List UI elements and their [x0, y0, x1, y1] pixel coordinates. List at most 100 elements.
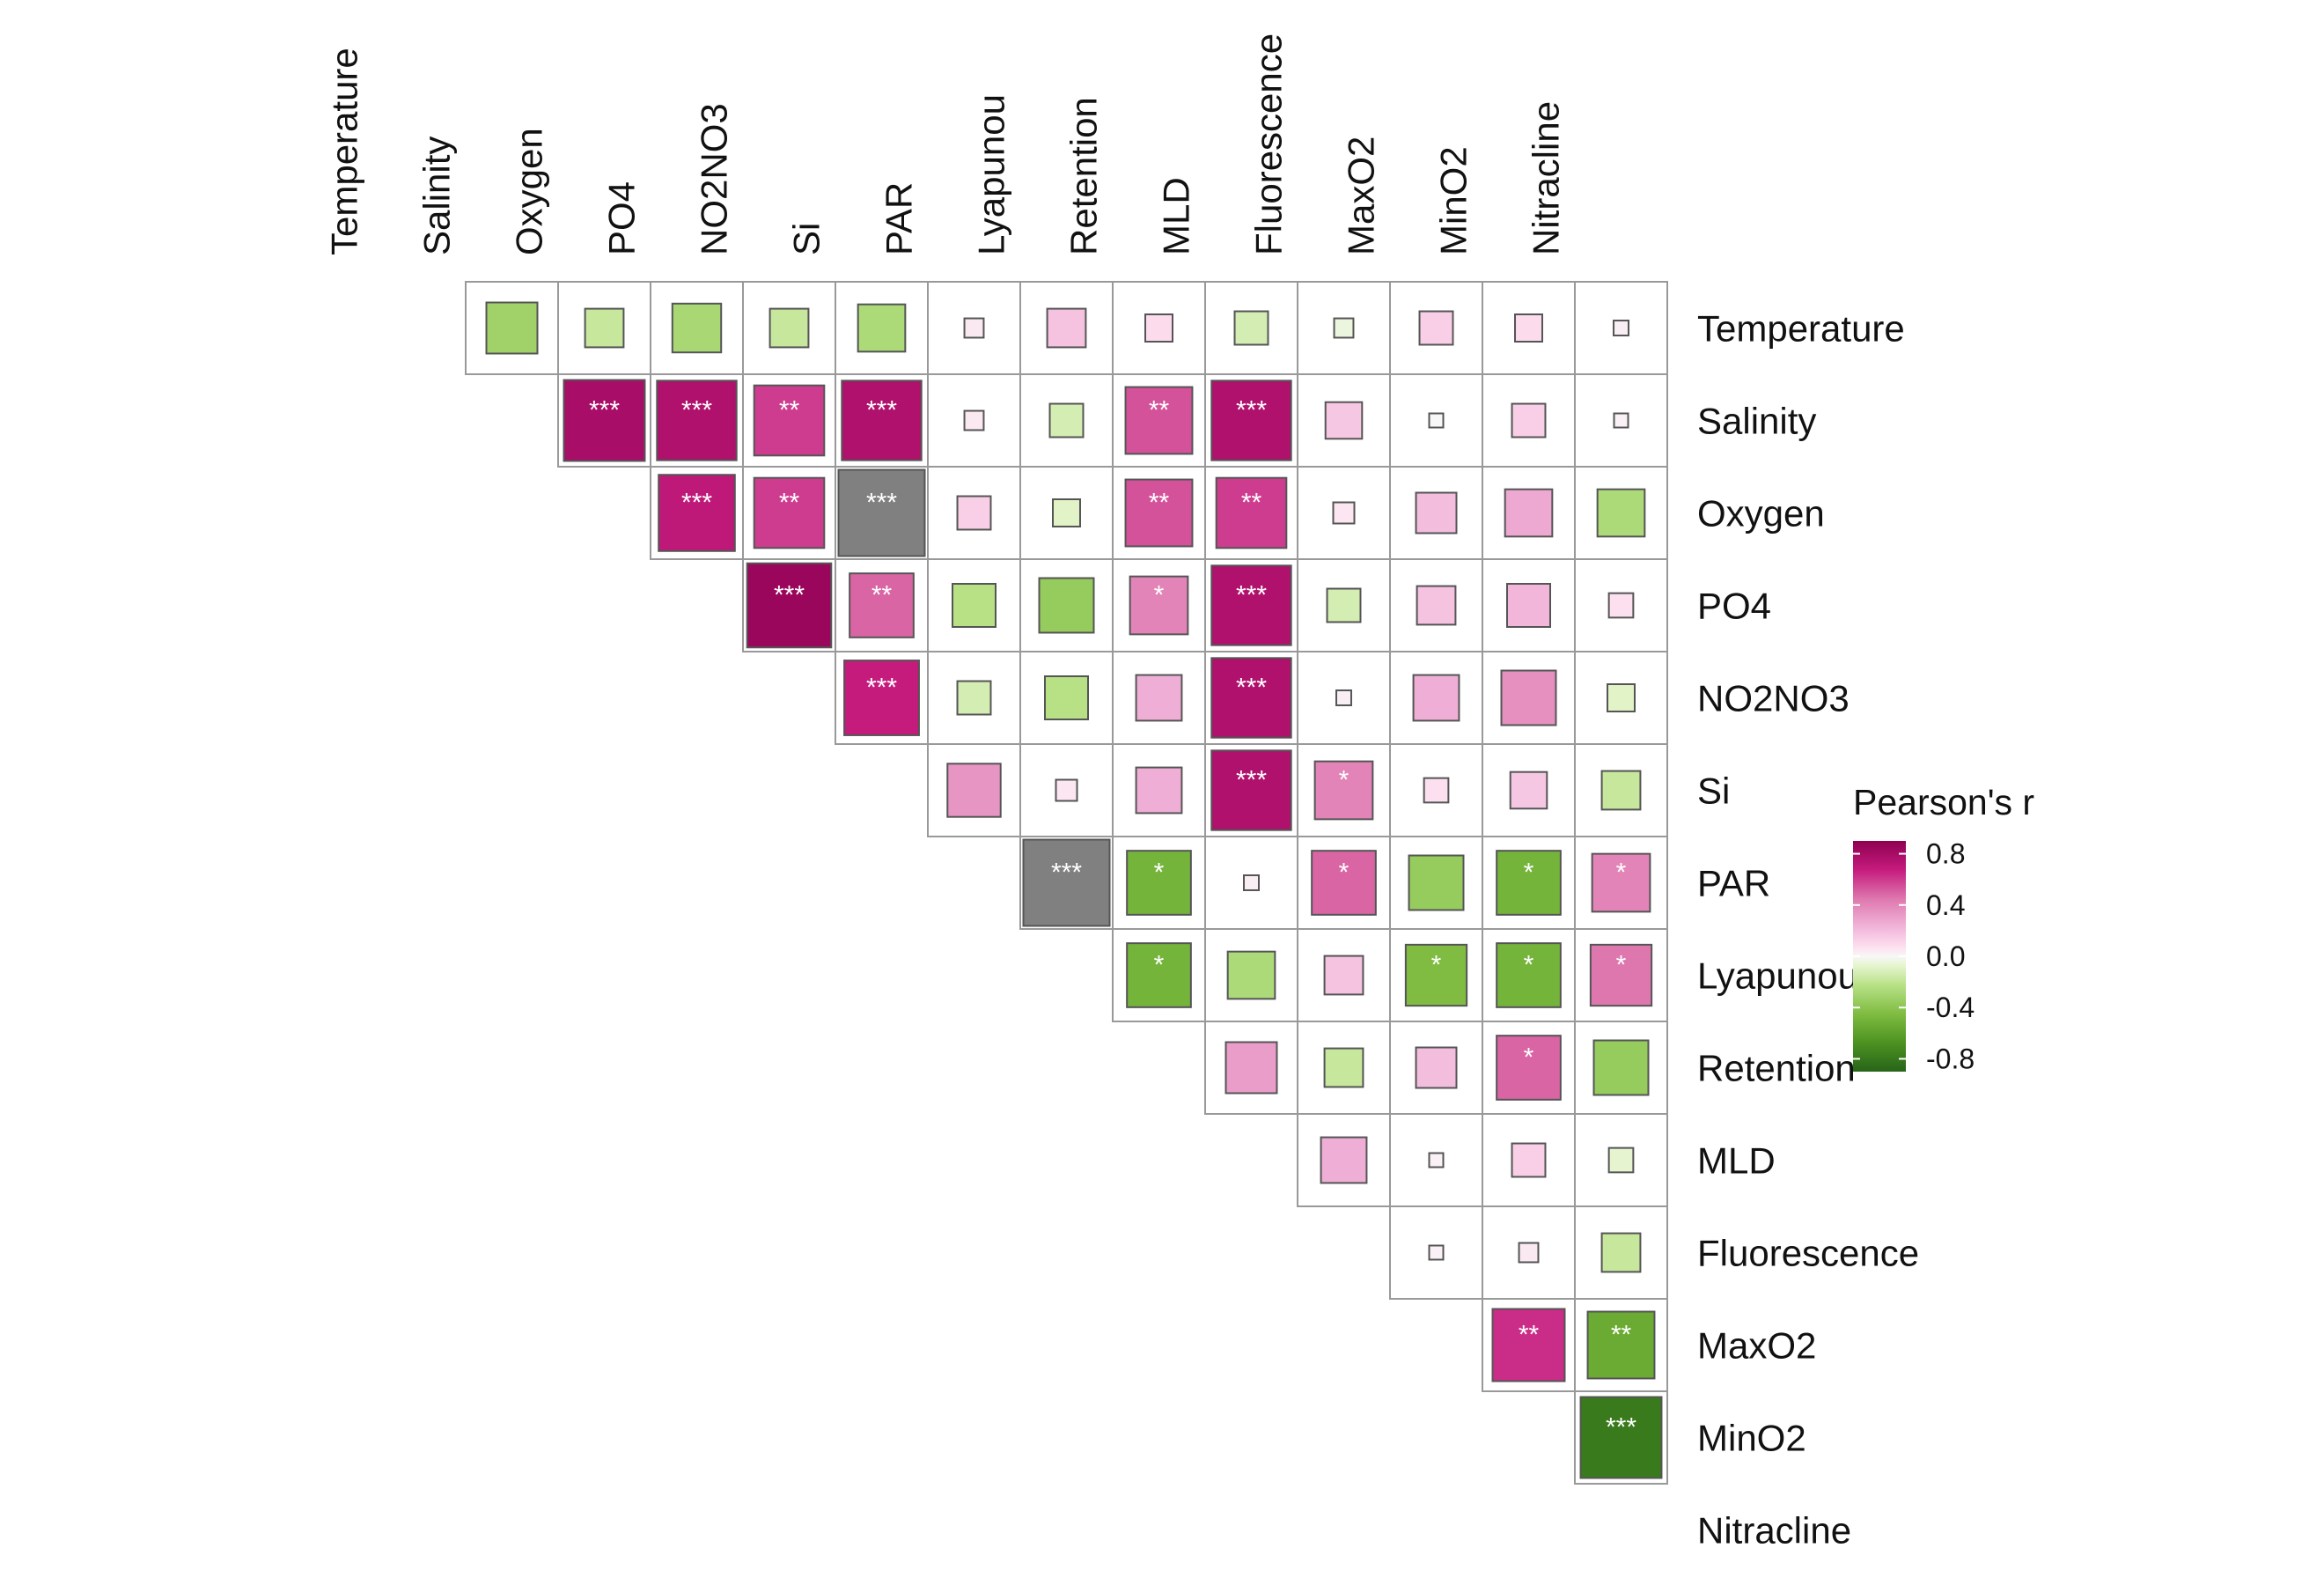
significance-label: *** [1051, 859, 1082, 888]
column-label: Retention [1063, 97, 1105, 255]
correlation-square [1124, 478, 1194, 548]
cell-frame [927, 558, 1021, 652]
correlation-square [1022, 838, 1111, 927]
significance-label: * [1154, 581, 1165, 610]
correlation-square [1613, 320, 1629, 336]
correlation-square [963, 409, 985, 431]
correlation-square [1428, 412, 1445, 429]
correlation-square [1592, 1039, 1650, 1096]
correlation-square [956, 495, 992, 531]
correlation-square [1504, 488, 1554, 538]
correlation-square [1496, 1035, 1562, 1101]
row-label: Fluorescence [1697, 1233, 1919, 1274]
correlation-square [1210, 749, 1292, 831]
significance-label: ** [1519, 1321, 1540, 1350]
significance-label: *** [1606, 1413, 1636, 1442]
significance-label: * [1616, 859, 1627, 888]
significance-label: ** [779, 396, 800, 425]
correlation-square [843, 660, 920, 736]
correlation-square [656, 380, 738, 461]
significance-label: * [1339, 859, 1350, 888]
row-label: MLD [1697, 1140, 1776, 1182]
heatmap-grid: *** *** ** *** ** ****** ** *** ** ***** ** * ******… [465, 281, 1668, 1485]
correlation-square [563, 379, 646, 462]
significance-label: *** [866, 396, 897, 425]
correlation-square [1589, 943, 1653, 1007]
correlation-square [769, 307, 810, 349]
significance-label: *** [1236, 674, 1267, 703]
correlation-square [1048, 402, 1085, 439]
correlation-square [1600, 1232, 1642, 1273]
correlation-square [1509, 770, 1548, 810]
correlation-square [746, 562, 833, 649]
significance-label: ** [1611, 1321, 1632, 1350]
correlation-square [1129, 575, 1189, 636]
correlation-square [1210, 564, 1292, 646]
correlation-square [1496, 942, 1562, 1008]
row-label: Temperature [1697, 308, 1905, 350]
column-label: Lyapunou [971, 94, 1012, 255]
column-label: Si [786, 223, 827, 255]
row-label: Si [1697, 770, 1730, 812]
correlation-square [753, 384, 826, 457]
correlation-square [1333, 317, 1355, 339]
cell-frame [1297, 373, 1391, 468]
correlation-square [1126, 942, 1192, 1008]
column-label: Nitracline [1526, 101, 1567, 255]
correlation-square [1511, 402, 1547, 439]
correlation-square [1052, 498, 1081, 527]
correlation-square [963, 317, 985, 339]
significance-label: ** [1241, 489, 1262, 518]
correlation-square [1514, 313, 1543, 343]
correlation-square [1323, 1047, 1364, 1088]
correlation-square [671, 302, 723, 354]
correlation-square [1491, 1308, 1566, 1382]
correlation-square [1600, 770, 1642, 811]
correlation-square [1404, 943, 1468, 1007]
correlation-square [837, 468, 926, 557]
row-label: MaxO2 [1697, 1325, 1816, 1367]
legend-tick-label: -0.4 [1926, 992, 1975, 1023]
correlation-square [584, 307, 625, 349]
correlation-square [1046, 307, 1087, 349]
row-label: MinO2 [1697, 1418, 1806, 1459]
row-label: PO4 [1697, 586, 1771, 627]
cell-frame [1112, 281, 1206, 375]
correlation-square [1215, 476, 1288, 549]
correlation-square [1210, 657, 1292, 739]
column-label: MaxO2 [1341, 136, 1382, 255]
correlation-square [1500, 669, 1557, 726]
significance-label: *** [681, 396, 712, 425]
significance-label: *** [1236, 581, 1267, 610]
correlation-square [1613, 412, 1629, 429]
correlation-square [952, 583, 997, 628]
column-label: Oxygen [509, 128, 550, 255]
correlation-square [1412, 674, 1460, 722]
correlation-square [1418, 310, 1454, 346]
correlation-square [1135, 766, 1183, 815]
correlation-square [1135, 674, 1183, 722]
correlation-square [1243, 874, 1260, 891]
row-label: Nitracline [1697, 1510, 1851, 1552]
correlation-square [857, 303, 907, 353]
legend-tick-label: -0.8 [1926, 1043, 1975, 1074]
correlation-square [1596, 488, 1646, 538]
significance-label: *** [1236, 396, 1267, 425]
correlation-square [1055, 778, 1078, 802]
correlation-square [485, 301, 539, 355]
correlation-square [1496, 850, 1562, 916]
correlation-square [841, 380, 923, 461]
correlation-square [1408, 854, 1465, 911]
correlation-square [956, 680, 992, 716]
row-label: Salinity [1697, 401, 1816, 442]
correlation-square [1323, 955, 1364, 996]
correlation-square [1210, 380, 1292, 461]
column-label: PAR [879, 182, 920, 255]
row-label: NO2NO3 [1697, 678, 1850, 719]
correlation-square [1579, 1396, 1663, 1479]
correlation-square [946, 763, 1002, 818]
correlation-square [1607, 592, 1635, 619]
correlation-square [753, 476, 826, 549]
correlation-square [1038, 577, 1095, 634]
